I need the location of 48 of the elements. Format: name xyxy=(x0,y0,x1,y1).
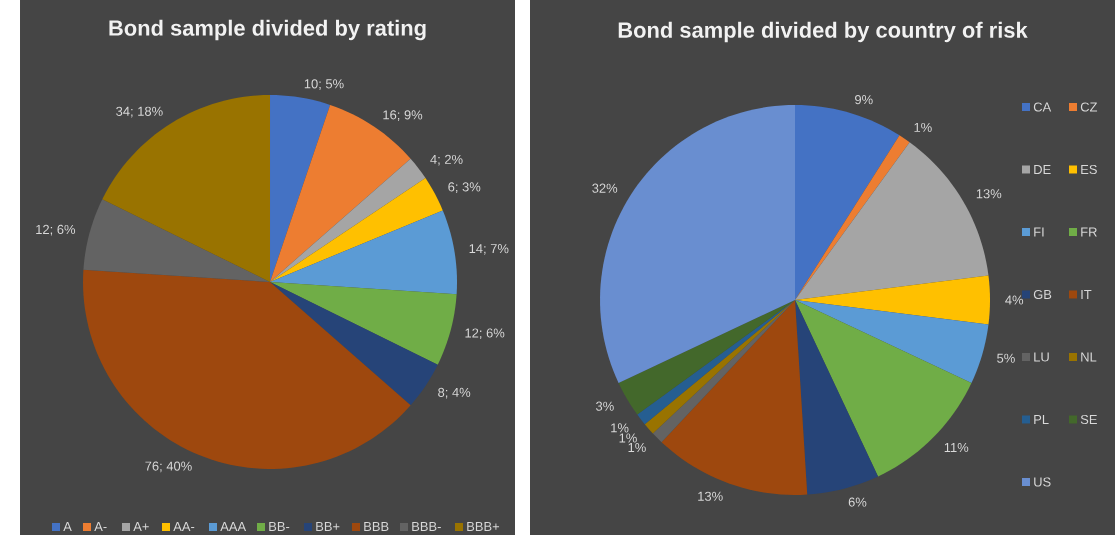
legend-label: DE xyxy=(1034,165,1051,174)
data-label: 32% xyxy=(592,183,618,193)
legend-label: FI xyxy=(1034,227,1044,237)
legend-label: FR xyxy=(1081,227,1097,237)
legend-label: AA- xyxy=(173,522,195,531)
legend-label: US xyxy=(1034,477,1051,487)
legend-label: BB- xyxy=(269,522,290,531)
legend-label: BBB xyxy=(364,522,389,531)
legend-label: IT xyxy=(1081,290,1092,299)
data-label: 9% xyxy=(855,95,873,105)
data-label: 1% xyxy=(914,122,932,132)
data-label: 76; 40% xyxy=(145,461,192,473)
data-label: 34; 18% xyxy=(116,106,163,118)
data-label: 13% xyxy=(698,491,723,501)
data-label: 11% xyxy=(944,442,969,453)
legend-label: BBB+ xyxy=(467,522,500,531)
legend-label: LU xyxy=(1034,352,1049,362)
legend-label: SE xyxy=(1080,414,1097,425)
data-label: 1% xyxy=(628,442,646,453)
data-label: 13% xyxy=(976,189,1002,199)
legend-label: NL xyxy=(1081,352,1097,362)
data-label: 12; 6% xyxy=(36,224,76,236)
data-label: 5% xyxy=(997,353,1015,363)
legend-label: CZ xyxy=(1080,102,1098,112)
chart-title: Bond sample divided by country of risk xyxy=(618,21,1028,43)
legend-label: PL xyxy=(1034,415,1049,424)
data-label: 14; 7% xyxy=(469,244,509,255)
data-label: 4; 2% xyxy=(430,154,463,166)
legend-label: A xyxy=(63,522,72,531)
data-label: 6% xyxy=(848,497,867,507)
data-label: 4% xyxy=(1005,295,1024,305)
legend-label: A- xyxy=(94,522,107,531)
data-label: 1% xyxy=(619,433,637,443)
data-label: 10; 5% xyxy=(304,79,344,90)
legend-label: GB xyxy=(1033,289,1052,300)
chart-title: Bond sample divided by rating xyxy=(109,19,426,41)
data-label: 6; 3% xyxy=(448,182,481,194)
legend-label: BB+ xyxy=(316,522,340,531)
data-label: 8; 4% xyxy=(438,387,471,399)
data-label: 16; 9% xyxy=(383,110,423,121)
legend-label: AAA xyxy=(220,522,247,531)
legend-label: ES xyxy=(1081,164,1097,175)
legend-label: BBB- xyxy=(412,522,441,531)
legend-label: CA xyxy=(1033,102,1052,112)
data-label: 1% xyxy=(611,423,629,433)
legend-label: A+ xyxy=(133,522,149,531)
data-label: 3% xyxy=(596,401,614,411)
data-label: 12; 6% xyxy=(465,328,505,340)
